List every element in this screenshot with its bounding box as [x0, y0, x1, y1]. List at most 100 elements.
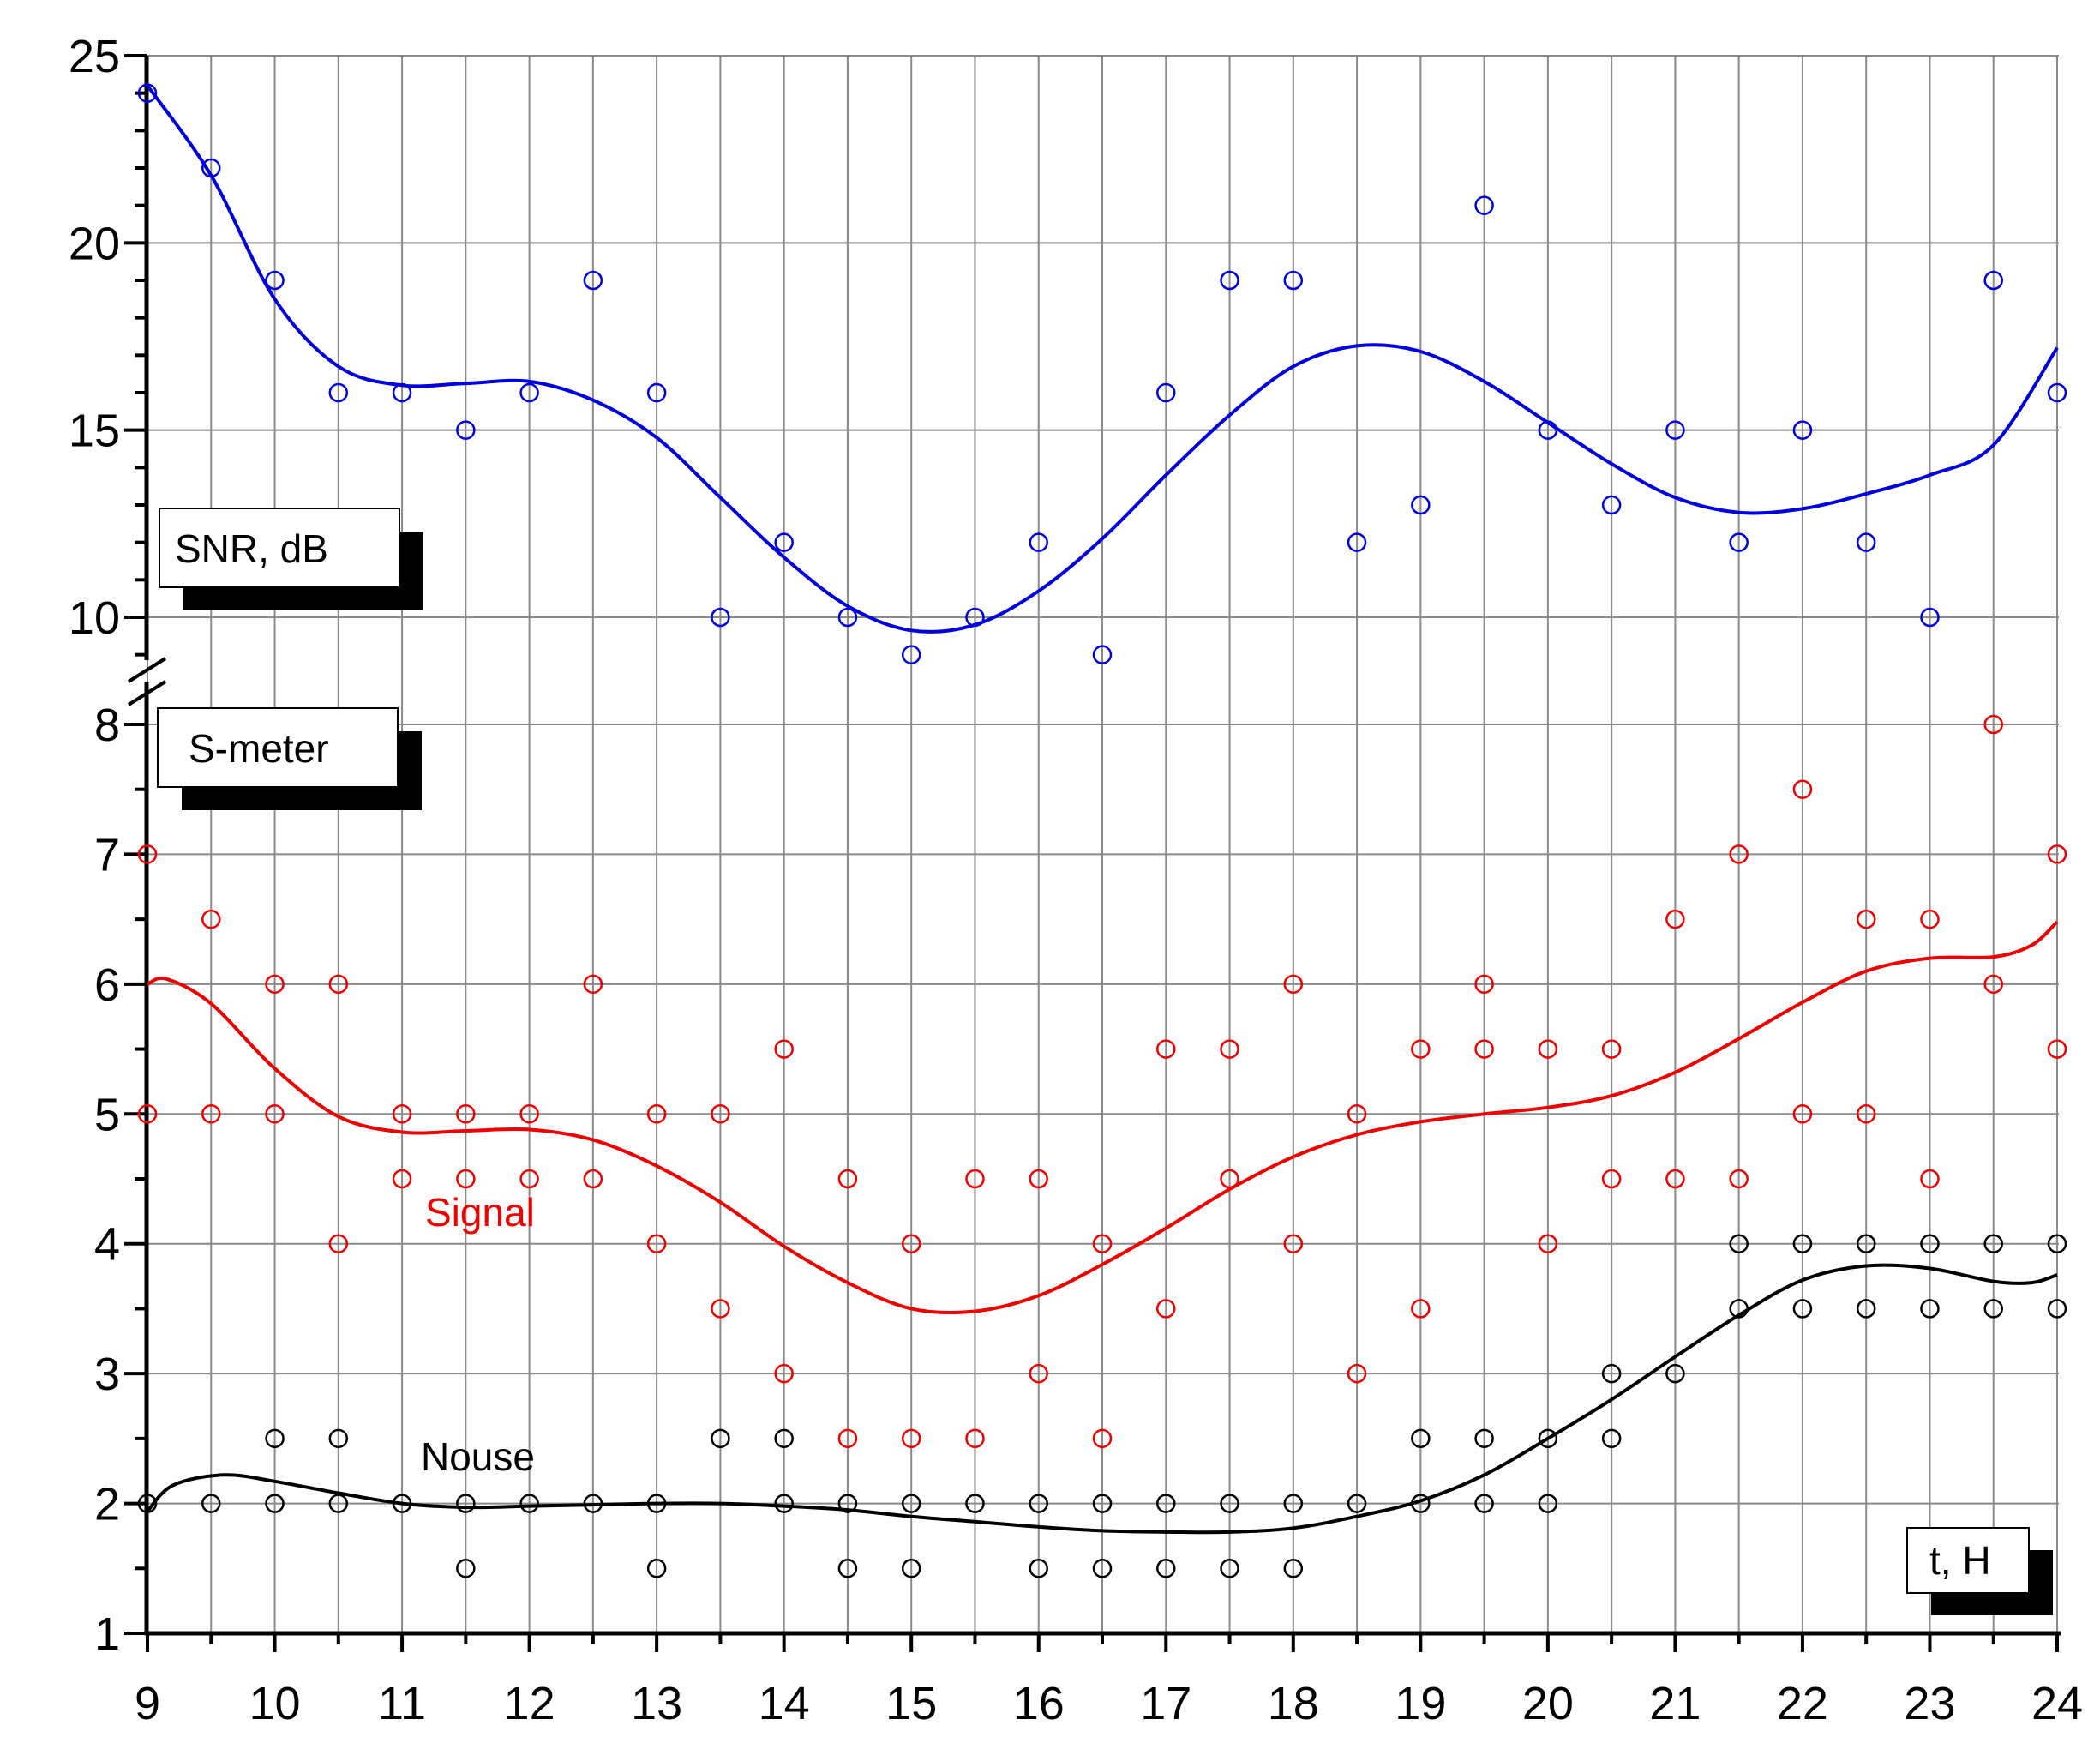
x-tick-label: 17 — [1140, 1678, 1191, 1729]
data-point-signal — [201, 1104, 221, 1124]
fit-curve-noise — [146, 1263, 2058, 1535]
y-tick-label-snr: 10 — [69, 592, 120, 644]
data-point-signal — [965, 1428, 985, 1449]
data-point-signal — [774, 1039, 794, 1059]
data-point-noise — [328, 1428, 349, 1449]
data-point-noise — [1729, 1234, 1749, 1253]
data-point-signal — [583, 974, 603, 995]
data-point-signal — [1538, 1039, 1558, 1059]
data-point-signal — [1156, 1039, 1176, 1059]
data-point-noise — [711, 1428, 730, 1449]
data-point-signal — [1029, 1363, 1048, 1384]
data-point-signal — [328, 974, 349, 995]
data-point-signal — [1983, 974, 2003, 995]
y-tick-label-smeter: 7 — [94, 829, 120, 881]
data-point-signal — [2047, 844, 2067, 864]
data-point-snr — [583, 270, 603, 291]
data-point-signal — [1220, 1039, 1239, 1059]
data-point-snr — [1729, 532, 1749, 552]
data-point-snr — [1665, 420, 1685, 440]
grid — [147, 55, 2059, 1634]
x-tick-label: 24 — [2031, 1678, 2083, 1729]
data-point-signal — [1029, 1169, 1048, 1189]
data-point-snr — [2047, 382, 2067, 403]
data-point-noise — [1792, 1299, 1813, 1319]
x-tick-label: 23 — [1904, 1678, 1955, 1729]
data-point-noise — [265, 1428, 285, 1449]
data-point-signal — [965, 1169, 985, 1189]
data-point-noise — [1029, 1559, 1048, 1578]
x-tick-label: 13 — [631, 1678, 682, 1729]
data-point-signal — [519, 1169, 539, 1189]
data-point-noise — [137, 1494, 158, 1513]
data-point-signal — [1347, 1363, 1367, 1384]
data-point-signal — [1538, 1234, 1558, 1253]
data-point-snr — [711, 607, 730, 628]
data-point-signal — [1474, 1039, 1494, 1059]
data-point-signal — [456, 1104, 476, 1124]
data-point-noise — [1220, 1494, 1239, 1513]
data-point-noise — [1474, 1494, 1494, 1513]
x-tick-label: 16 — [1013, 1678, 1065, 1729]
data-point-noise — [1920, 1299, 1940, 1319]
y-tick-label-snr: 20 — [69, 218, 120, 269]
axis-break-mark — [127, 680, 167, 706]
data-point-signal — [1411, 1299, 1431, 1319]
data-point-noise — [1856, 1234, 1876, 1253]
data-point-noise — [1538, 1428, 1558, 1449]
series-noise — [137, 1234, 2067, 1578]
data-point-snr — [1283, 270, 1304, 291]
fit-curve-signal — [147, 920, 2059, 1315]
axis-break-mark — [127, 657, 167, 683]
data-point-snr — [1474, 195, 1494, 215]
x-tick-label: 14 — [759, 1678, 810, 1729]
data-point-snr — [837, 607, 858, 628]
data-point-snr — [456, 420, 476, 440]
data-point-snr — [137, 83, 158, 103]
data-point-noise — [1092, 1559, 1113, 1578]
data-point-snr — [328, 382, 349, 403]
data-point-signal — [1983, 714, 2003, 735]
x-tick-label: 22 — [1777, 1678, 1828, 1729]
data-point-snr — [1092, 645, 1113, 664]
x-tick-label: 12 — [504, 1678, 555, 1729]
data-point-signal — [1729, 1169, 1749, 1189]
data-point-signal — [774, 1363, 794, 1384]
data-point-noise — [837, 1494, 858, 1513]
data-point-noise — [519, 1494, 539, 1513]
data-point-noise — [1538, 1494, 1558, 1513]
data-point-signal — [456, 1169, 476, 1189]
data-point-noise — [1856, 1299, 1876, 1319]
data-point-noise — [774, 1494, 794, 1513]
data-point-signal — [1665, 1169, 1685, 1189]
data-point-noise — [1983, 1299, 2003, 1319]
data-point-noise — [1792, 1234, 1813, 1253]
data-point-snr — [1601, 495, 1622, 515]
data-point-signal — [1792, 779, 1813, 799]
data-point-signal — [201, 909, 221, 929]
data-point-signal — [837, 1428, 858, 1449]
smeter-axis-box: S-meter — [157, 707, 422, 810]
data-point-snr — [519, 382, 539, 403]
data-point-signal — [1920, 909, 1940, 929]
data-point-snr — [1347, 532, 1367, 552]
data-point-signal — [265, 1104, 285, 1124]
x-tick-label: 20 — [1522, 1678, 1574, 1729]
data-point-signal — [901, 1428, 921, 1449]
data-point-noise — [965, 1494, 985, 1513]
data-point-signal — [1411, 1039, 1431, 1059]
series-layer — [137, 83, 2067, 1578]
data-point-noise — [456, 1559, 476, 1578]
snr-axis-box: SNR, dB — [159, 508, 423, 610]
series-signal — [137, 714, 2067, 1449]
x-tick-label: 21 — [1649, 1678, 1701, 1729]
data-point-signal — [1092, 1234, 1113, 1253]
data-point-noise — [1156, 1559, 1176, 1578]
data-point-signal — [1920, 1169, 1940, 1189]
y-tick-label-smeter: 6 — [94, 959, 120, 1011]
data-point-noise — [901, 1559, 921, 1578]
y-tick-label-snr: 25 — [69, 31, 120, 82]
data-point-signal — [1601, 1039, 1622, 1059]
